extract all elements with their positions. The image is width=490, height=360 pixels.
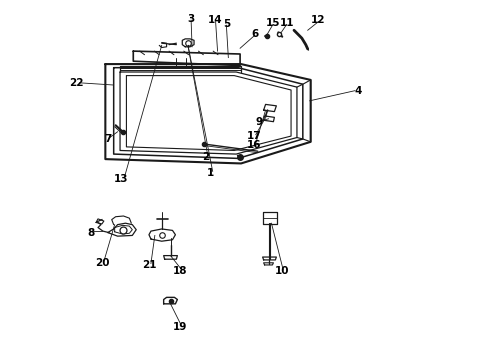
Text: 18: 18: [173, 266, 188, 276]
Text: 3: 3: [188, 14, 195, 24]
Text: 13: 13: [114, 174, 129, 184]
Text: 15: 15: [266, 18, 280, 28]
Text: 10: 10: [274, 266, 289, 276]
Text: 8: 8: [88, 228, 95, 238]
Text: 16: 16: [246, 140, 261, 150]
Text: 19: 19: [173, 322, 188, 332]
Text: 7: 7: [104, 134, 112, 144]
Text: 1: 1: [207, 168, 214, 178]
Text: 11: 11: [279, 18, 294, 28]
Text: 14: 14: [208, 15, 223, 25]
Text: 5: 5: [223, 19, 230, 29]
Text: 22: 22: [69, 78, 83, 88]
Text: 9: 9: [255, 117, 262, 127]
Text: 12: 12: [311, 15, 326, 25]
Text: 6: 6: [251, 29, 258, 39]
Text: 20: 20: [95, 258, 109, 268]
Text: 17: 17: [246, 131, 261, 141]
Text: 2: 2: [202, 152, 209, 162]
Text: 21: 21: [142, 260, 157, 270]
Text: 4: 4: [354, 86, 362, 96]
